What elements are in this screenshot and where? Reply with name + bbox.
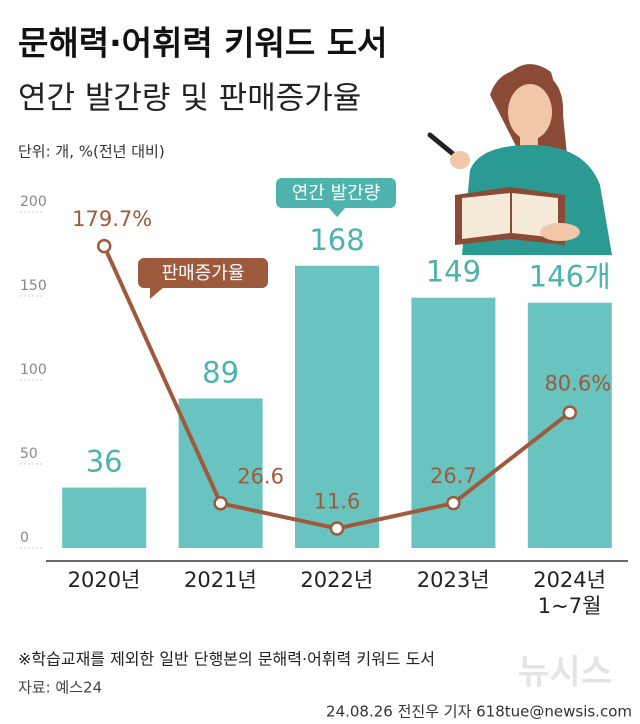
x-tick-label: 2021년	[184, 568, 257, 592]
title: 문해력·어휘력 키워드 도서	[18, 24, 387, 63]
line-value-label: 26.6	[237, 464, 284, 488]
bar	[178, 398, 263, 548]
bar-value-label: 149	[426, 255, 481, 289]
y-tick-label: 0	[20, 530, 29, 546]
bar	[295, 265, 379, 548]
x-tick-label: 2022년	[300, 568, 374, 592]
line-point	[213, 496, 228, 511]
x-tick-label: 2023년	[416, 568, 490, 592]
line-point	[446, 495, 461, 511]
unit: 단위: 개, %(전년 대비)	[18, 143, 165, 161]
bar-value-label: 146개	[529, 260, 611, 294]
source: 자료: 예스24	[18, 679, 102, 697]
legend: 연간 발간량 판매증가율	[138, 178, 396, 299]
bar-value-label: 168	[309, 223, 364, 257]
y-tick-label: 100	[20, 362, 47, 378]
bar-value-label: 89	[202, 355, 239, 389]
bar-value-label: 36	[86, 445, 123, 479]
bar	[527, 302, 612, 548]
watermark: 뉴시스	[518, 653, 612, 693]
line-point	[562, 405, 578, 420]
line-value-label: 179.7%	[72, 207, 152, 231]
y-tick-label: 150	[20, 278, 47, 294]
illustration	[427, 64, 612, 255]
y-tick-label: 200	[20, 194, 47, 210]
legend-bar: 연간 발간량	[292, 183, 381, 204]
line-point	[96, 238, 112, 254]
line-value-label: 80.6%	[544, 372, 611, 396]
y-tick-label: 50	[20, 446, 38, 462]
bar	[62, 487, 147, 548]
footnote: ※학습교재를 제외한 일반 단행본의 문해력·어휘력 키워드 도서	[18, 650, 435, 669]
line-point	[329, 521, 345, 536]
line-value-label: 26.7	[430, 464, 477, 488]
x-tick-label: 2020년	[67, 568, 141, 592]
legend-line: 판매증가율	[162, 263, 245, 284]
line-value-label: 11.6	[314, 490, 361, 514]
credit: 24.08.26 전진우 기자 618tue@newsis.com	[326, 703, 632, 721]
x-tick-label: 2024년 1~7월	[533, 568, 606, 618]
subtitle: 연간 발간량 및 판매증가율	[18, 81, 361, 117]
